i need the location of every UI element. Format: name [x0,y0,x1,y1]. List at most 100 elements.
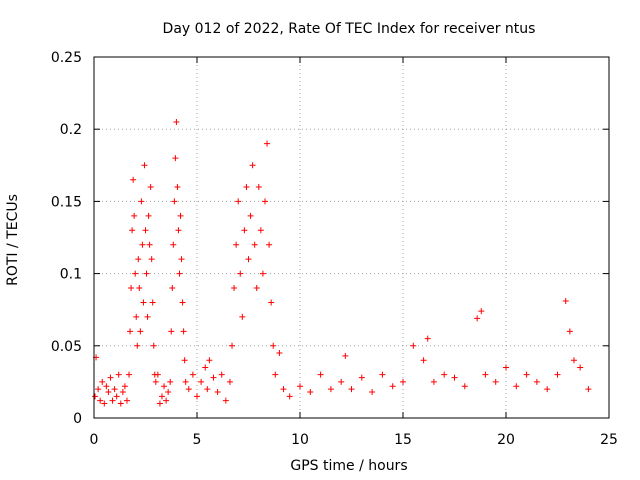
data-point [139,241,146,248]
data-point [231,285,238,292]
data-point [158,393,165,400]
data-point [163,397,170,404]
data-point [198,378,205,385]
data-point [165,389,172,396]
data-point [307,389,314,396]
data-point [135,256,142,263]
data-point [257,227,264,234]
data-point [566,328,573,335]
data-point [237,270,244,277]
data-point [150,342,157,349]
data-point [348,386,355,393]
data-point [174,183,181,190]
data-point [261,198,268,205]
x-tick-label: 0 [90,432,99,448]
grid [94,57,609,418]
data-point [128,285,135,292]
data-point [97,397,104,404]
x-tick-label: 15 [394,432,412,448]
data-point [286,393,293,400]
data-point [136,285,143,292]
data-point [214,389,221,396]
data-point [270,342,277,349]
data-point [327,386,334,393]
x-axis-label: GPS time / hours [290,458,407,474]
data-point [119,389,126,396]
data-point [585,386,592,393]
data-point [144,313,151,320]
data-point [235,198,242,205]
data-point [420,357,427,364]
data-point [204,386,211,393]
y-tick-label: 0.05 [51,339,82,355]
data-point [142,227,149,234]
data-point [474,315,481,322]
x-tick-label: 25 [600,432,618,448]
data-point [170,241,177,248]
chart-title: Day 012 of 2022, Rate Of TEC Index for r… [163,21,536,37]
data-point [379,371,386,378]
data-point [513,383,520,390]
data-point [194,393,200,400]
data-point [92,393,99,400]
data-point [140,299,147,306]
data-point [141,162,148,169]
data-point [400,378,406,385]
data-point [152,378,159,385]
data-point [218,371,225,378]
data-point [503,364,509,371]
x-tick-label: 5 [193,432,202,448]
data-point [129,227,136,234]
data-point [369,389,376,396]
data-point [410,342,417,349]
data-point [130,176,137,183]
y-tick-label: 0.1 [60,267,82,283]
data-point [168,328,175,335]
data-point [451,374,458,381]
data-point [145,212,152,219]
data-point [154,371,161,378]
data-point [180,328,187,335]
data-point [173,118,180,125]
data-point [562,298,569,305]
data-point [243,183,250,190]
data-point [202,364,209,371]
data-point [233,241,240,248]
y-tick-label: 0.15 [51,194,82,210]
data-point [253,285,260,292]
data-point [167,378,174,385]
x-tick-label: 20 [497,432,515,448]
data-point [115,371,122,378]
data-point [172,155,179,162]
data-point [297,383,303,390]
data-point [259,270,266,277]
data-point [103,383,110,390]
data-point [181,357,188,364]
data-point [249,162,256,169]
data-point [105,389,112,396]
y-tick-label: 0.2 [60,122,82,138]
data-point [342,352,349,359]
data-point [121,383,128,390]
data-point [276,350,283,357]
data-point [179,299,186,306]
data-point [226,378,233,385]
data-point [523,371,530,378]
data-point [358,374,365,381]
data-point [146,241,153,248]
data-point [280,386,287,393]
data-point [338,378,345,385]
data-point [492,378,499,385]
axis-ticks: 0 5 10 15 20 25 0 0.05 0.1 0.15 0.2 0.25 [51,50,618,448]
data-point [272,371,279,378]
data-point [133,313,140,320]
data-point [111,386,118,393]
data-point [132,270,139,277]
data-point [149,299,156,306]
data-point [247,212,254,219]
data-point [156,400,163,407]
data-point [251,241,258,248]
data-point [430,378,437,385]
data-point [101,400,108,407]
plot-frame [93,56,610,419]
